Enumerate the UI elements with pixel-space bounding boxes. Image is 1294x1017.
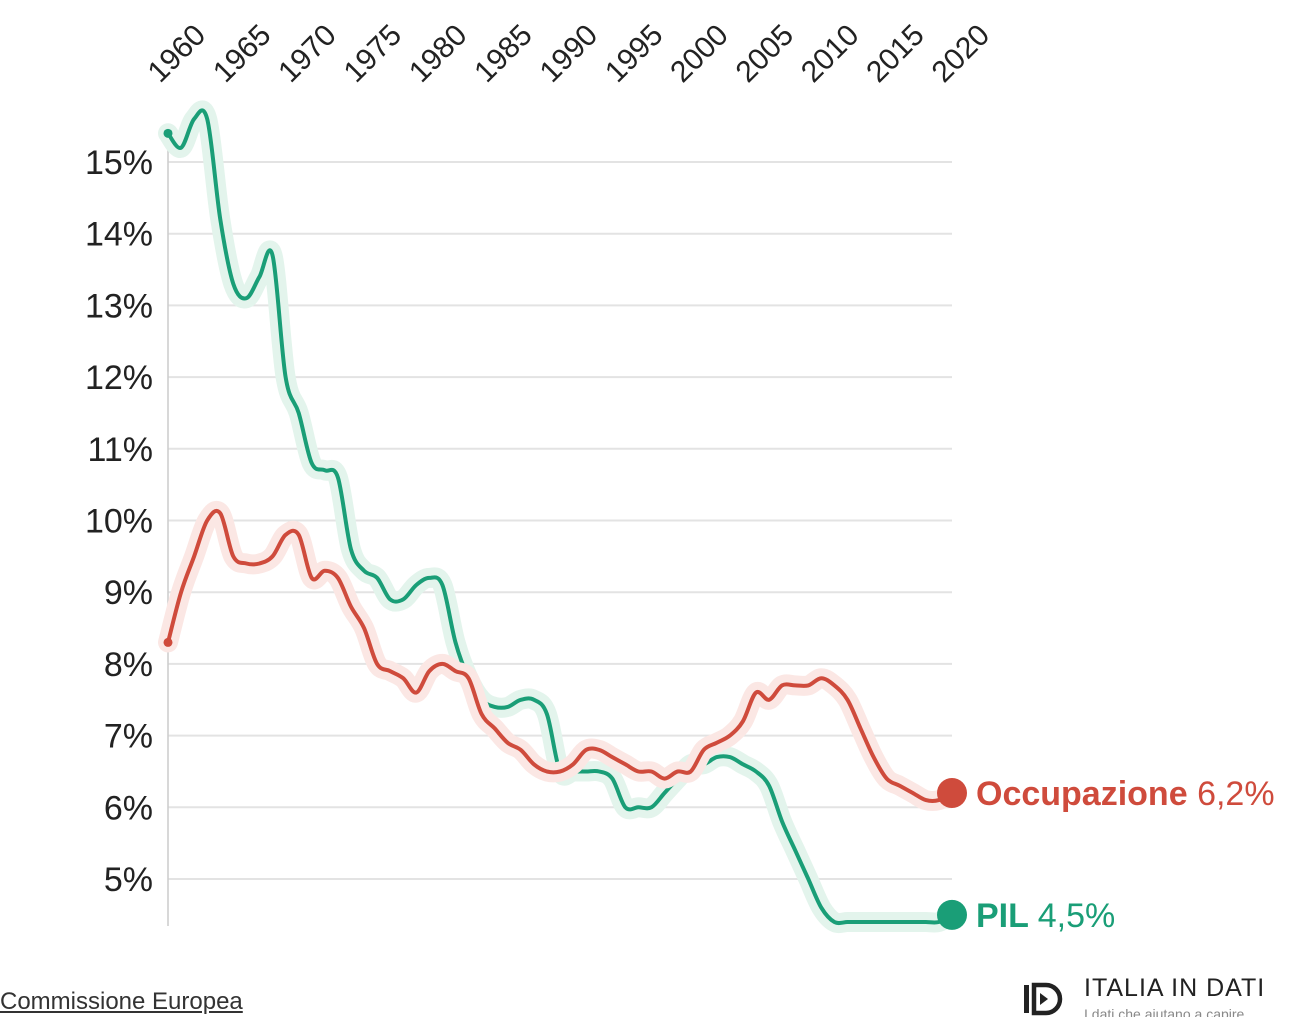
x-tick-label: 2005 — [730, 18, 801, 89]
series-end-value-pil: 4,5% — [1038, 897, 1116, 935]
italia-in-dati-logo-icon — [1024, 982, 1063, 1016]
end-labels: PIL 4,5% Occupazione 6,2% — [937, 775, 1275, 935]
x-tick-label: 1960 — [142, 18, 213, 89]
x-tick-label: 1965 — [207, 18, 278, 89]
y-tick-label: 5% — [104, 861, 153, 899]
x-tick-label: 1980 — [403, 18, 474, 89]
series-halo-pil — [158, 100, 962, 934]
series-end-value-occupazione: 6,2% — [1197, 775, 1275, 813]
brand-name: ITALIA IN DATI — [1084, 974, 1266, 1002]
x-tick-label: 1985 — [468, 18, 539, 89]
y-tick-label: 15% — [85, 144, 153, 182]
x-tick-label: 1990 — [534, 18, 605, 89]
series-end-point-pil — [937, 899, 967, 930]
source-link[interactable]: Commissione Europea — [0, 988, 243, 1015]
x-axis-ticks: 1960196519701975198019851990199520002005… — [142, 18, 997, 89]
series-line-pil — [166, 108, 954, 926]
y-tick-label: 6% — [104, 789, 153, 827]
x-tick-label: 1995 — [599, 18, 670, 89]
x-tick-label: 2020 — [926, 18, 997, 89]
x-tick-label: 1970 — [272, 18, 343, 89]
y-tick-label: 8% — [104, 646, 153, 684]
series-start-point-occupazione — [163, 637, 173, 647]
x-tick-label: 2000 — [664, 18, 735, 89]
x-tick-label: 2015 — [860, 18, 931, 89]
x-tick-label: 1975 — [338, 18, 409, 89]
series-end-point-occupazione — [937, 777, 967, 808]
y-tick-label: 10% — [85, 503, 153, 541]
series-name-occupazione: Occupazione — [976, 775, 1197, 813]
series-lines — [158, 100, 962, 934]
y-tick-label: 11% — [87, 431, 153, 469]
brand[interactable]: ITALIA IN DATI I dati che aiutano a capi… — [1020, 972, 1294, 1017]
y-tick-label: 9% — [104, 574, 153, 612]
series-end-label-occupazione: Occupazione 6,2% — [976, 775, 1275, 813]
y-tick-label: 13% — [85, 287, 153, 325]
series-start-point-pil — [163, 128, 173, 138]
x-tick-label: 2010 — [795, 18, 866, 89]
brand-tagline: I dati che aiutano a capire — [1084, 1006, 1245, 1017]
y-axis-ticks: 5% 6% 7% 8% 9% 10% 11% 12% 13% 14% 15% — [85, 144, 153, 899]
y-tick-label: 14% — [85, 216, 153, 254]
series-end-label-pil: PIL 4,5% — [976, 897, 1115, 935]
y-tick-label: 7% — [104, 718, 153, 756]
y-tick-label: 12% — [85, 359, 153, 397]
series-line-occupazione — [166, 508, 954, 803]
series-name-pil: PIL — [976, 897, 1038, 935]
